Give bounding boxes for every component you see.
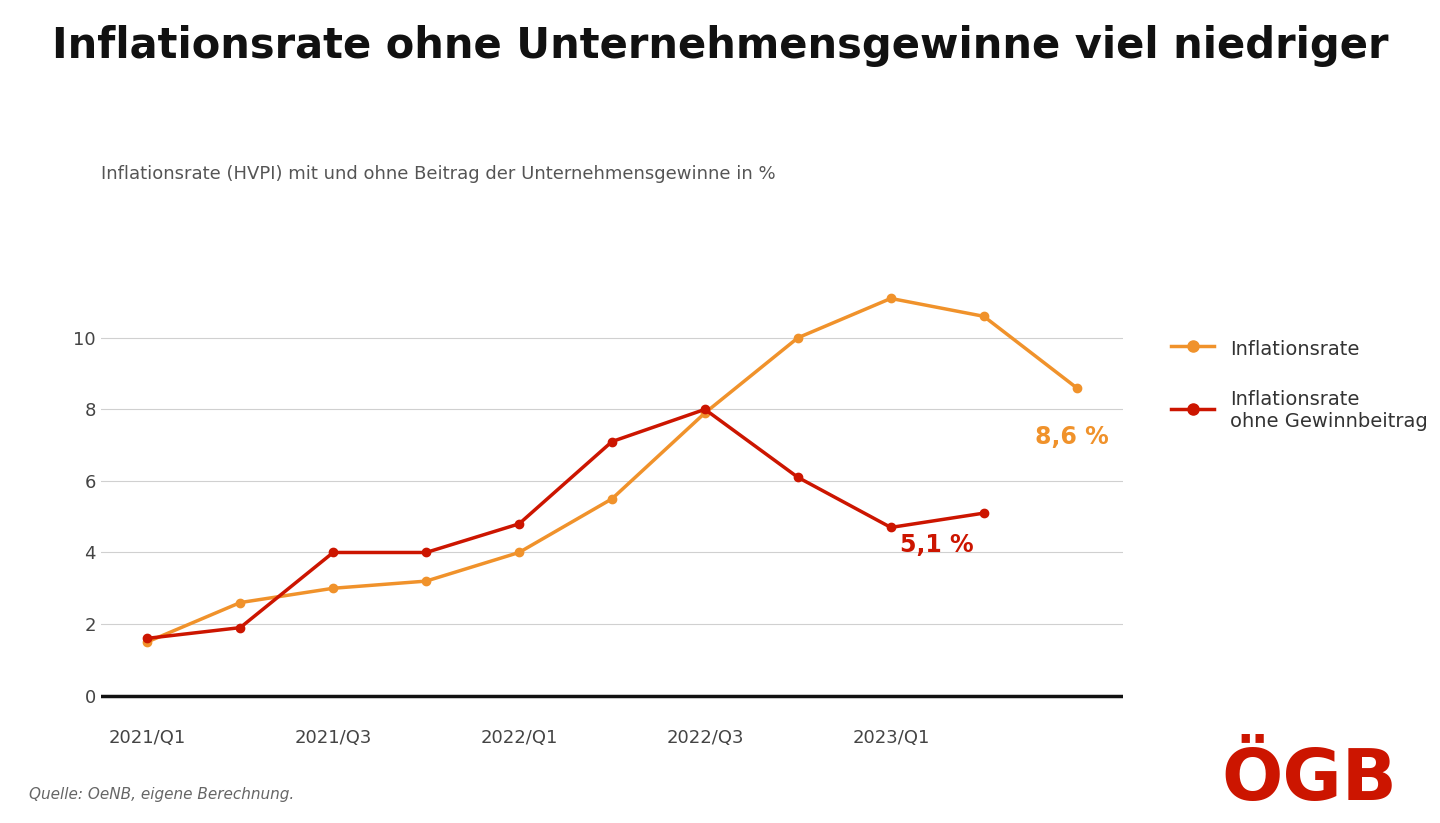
Text: Inflationsrate (HVPI) mit und ohne Beitrag der Unternehmensgewinne in %: Inflationsrate (HVPI) mit und ohne Beitr… bbox=[101, 165, 775, 183]
Text: Inflationsrate ohne Unternehmensgewinne viel niedriger: Inflationsrate ohne Unternehmensgewinne … bbox=[52, 25, 1388, 67]
Text: ÖGB: ÖGB bbox=[1221, 746, 1397, 815]
Text: Quelle: OeNB, eigene Berechnung.: Quelle: OeNB, eigene Berechnung. bbox=[29, 788, 294, 802]
Text: 5,1 %: 5,1 % bbox=[900, 532, 973, 557]
Text: 8,6 %: 8,6 % bbox=[1035, 425, 1109, 449]
Legend: Inflationsrate, Inflationsrate
ohne Gewinnbeitrag: Inflationsrate, Inflationsrate ohne Gewi… bbox=[1164, 329, 1436, 439]
